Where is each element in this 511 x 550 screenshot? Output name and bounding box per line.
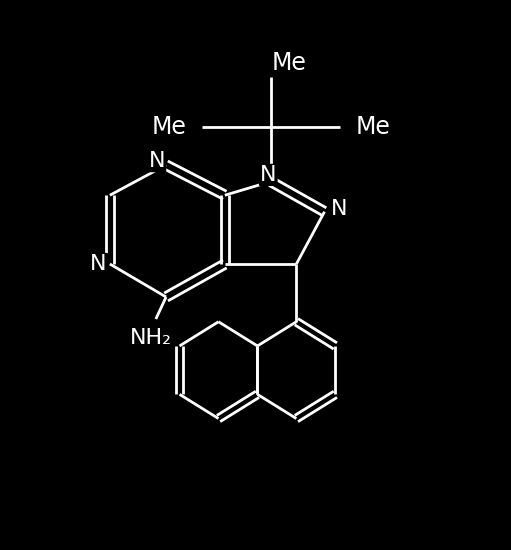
Text: Me: Me <box>356 114 390 139</box>
Text: N: N <box>90 254 107 274</box>
Text: Me: Me <box>271 51 306 75</box>
Text: N: N <box>149 151 165 171</box>
Text: NH₂: NH₂ <box>130 328 172 348</box>
Text: Me: Me <box>151 114 186 139</box>
Text: N: N <box>260 165 276 185</box>
Text: N: N <box>331 199 347 219</box>
